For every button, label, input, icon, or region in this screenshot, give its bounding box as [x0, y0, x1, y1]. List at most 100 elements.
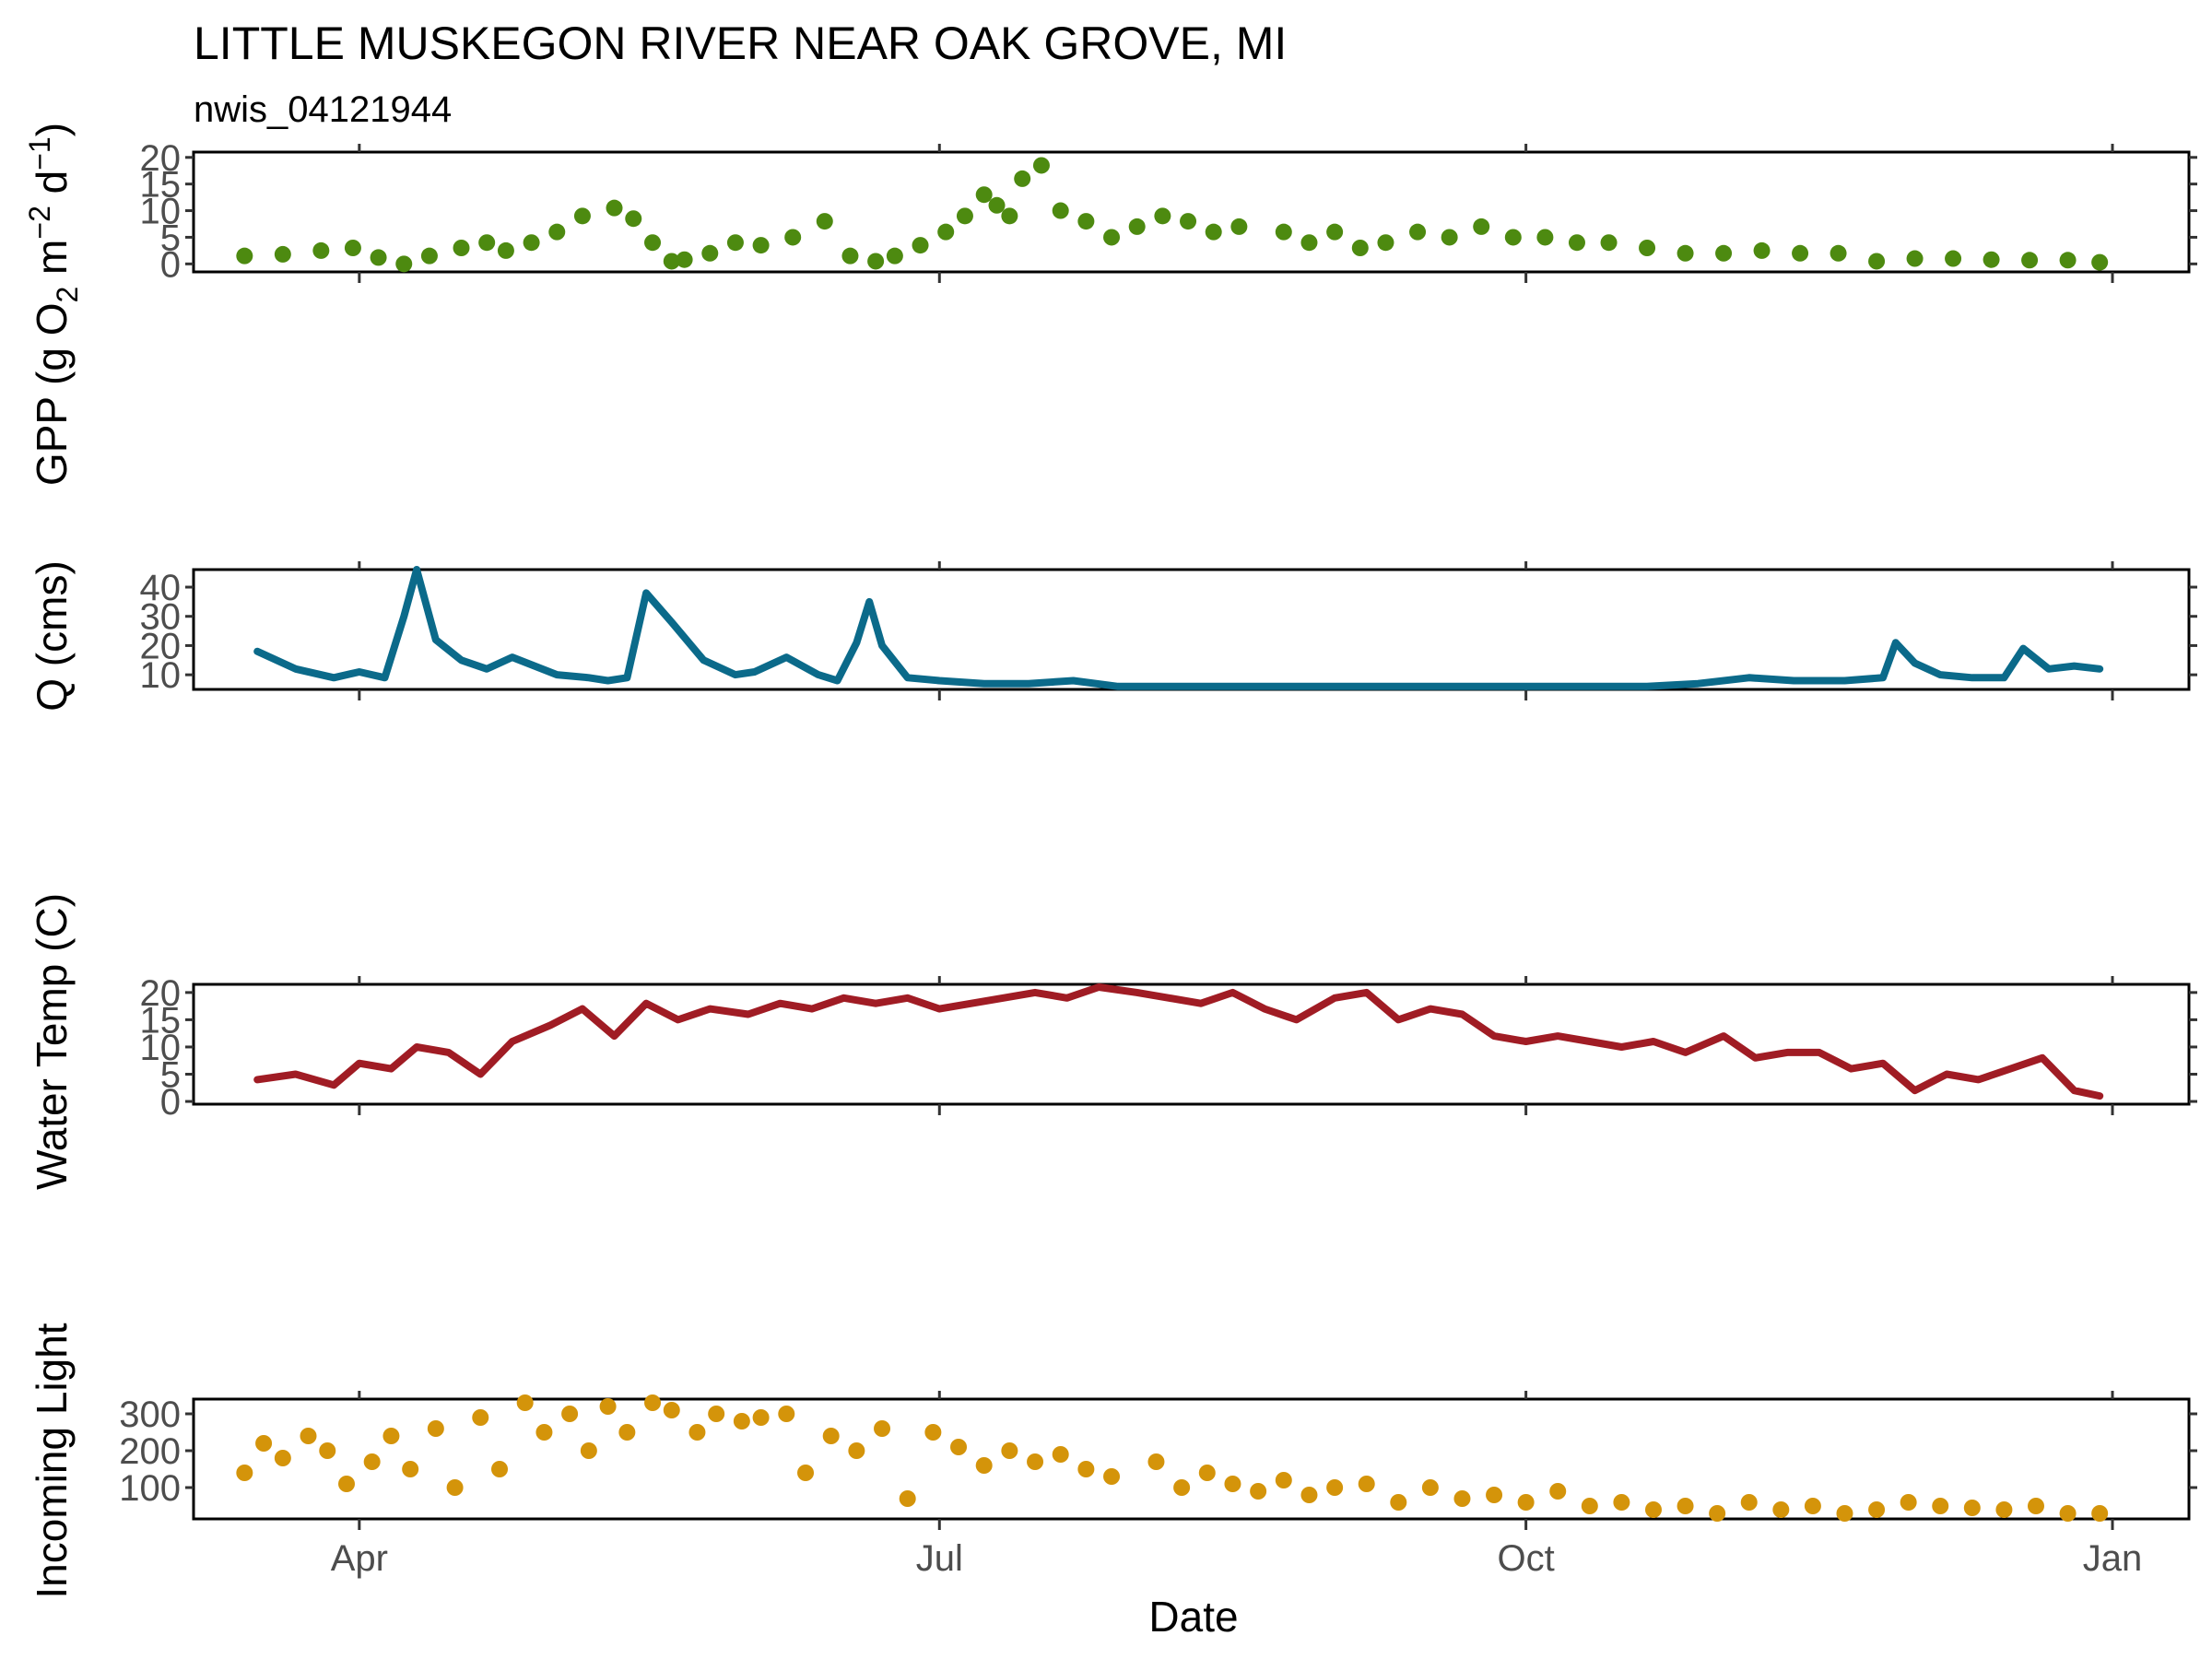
data-point [478, 234, 496, 252]
y-tick-label: 15 [140, 1000, 182, 1041]
data-point [1390, 1494, 1407, 1511]
y-label-part-main: GPP (g O [28, 303, 76, 487]
data-point [874, 1420, 891, 1437]
y-tick-label: 300 [119, 1394, 181, 1435]
y-axis-title-2: Q (cms) [28, 560, 76, 712]
x-tick-label: Jan [2083, 1538, 2143, 1579]
data-point [1052, 202, 1069, 219]
data-point [1027, 1453, 1044, 1470]
data-point [1830, 244, 1847, 262]
data-point [1753, 241, 1771, 259]
data-point [618, 1424, 636, 1441]
data-point [1804, 1498, 1821, 1514]
y-tick-label: 5 [160, 1055, 181, 1096]
data-point [1995, 1501, 2013, 1518]
data-point [663, 253, 680, 270]
data-point [548, 223, 566, 241]
data-point [663, 1402, 680, 1418]
data-point [1014, 170, 1031, 187]
data-point [1639, 240, 1656, 256]
data-point [1358, 1476, 1375, 1492]
y-tick-label: 0 [160, 1082, 181, 1123]
y-tick-label: 5 [160, 218, 181, 258]
panel-border [192, 982, 2191, 1106]
data-point [312, 241, 330, 259]
data-point [1792, 244, 1809, 262]
data-point [752, 237, 770, 254]
data-point [733, 1413, 750, 1430]
data-point [1441, 229, 1458, 246]
y-axis-title-1: GPP (g O2 m−2 d−1) [23, 123, 84, 486]
data-point [1836, 1505, 1853, 1522]
data-point [1581, 1498, 1598, 1514]
data-point [1103, 1468, 1121, 1485]
data-point [1983, 251, 2000, 268]
y-tick-label: 40 [140, 568, 182, 608]
data-point [2027, 1498, 2044, 1514]
data-point [255, 1435, 273, 1452]
x-tick-label: Jul [916, 1538, 963, 1579]
data-point [899, 1490, 916, 1507]
data-point [1772, 1501, 1790, 1518]
y-tick-label: 200 [119, 1431, 181, 1472]
y-axis-title-4: Incoming Light [28, 1323, 76, 1598]
data-point [491, 1461, 509, 1477]
data-point [344, 240, 361, 256]
panel-border [192, 1397, 2191, 1521]
data-point [1473, 218, 1490, 235]
data-point [1409, 223, 1427, 241]
data-point [427, 1420, 444, 1437]
data-point [1677, 244, 1694, 262]
panel-border [192, 150, 2191, 274]
data-point [1128, 218, 1146, 235]
data-point [1906, 250, 1924, 267]
data-point [370, 249, 387, 266]
data-point [1421, 1479, 1439, 1496]
data-point [523, 234, 540, 252]
data-point [1549, 1483, 1567, 1500]
x-axis-title: Date [1148, 1593, 1238, 1641]
data-point [644, 234, 662, 252]
y-tick-label: 0 [160, 244, 181, 285]
data-point [1900, 1494, 1917, 1511]
data-point [841, 247, 859, 265]
data-point [1001, 207, 1018, 225]
y-axis-title-3: Water Temp (C) [28, 893, 76, 1190]
data-point [1932, 1498, 1949, 1514]
data-point [338, 1476, 356, 1492]
x-tick-label: Oct [1498, 1538, 1555, 1579]
x-tick-label: Apr [331, 1538, 388, 1579]
data-point [382, 1428, 400, 1444]
data-point [2021, 252, 2039, 269]
data-point [2059, 252, 2077, 269]
y-tick-label: 30 [140, 597, 182, 638]
data-point [453, 240, 470, 256]
data-point [274, 245, 291, 263]
y-label-part-end: d [28, 171, 76, 206]
data-point [1740, 1494, 1758, 1511]
data-point [1504, 229, 1522, 246]
y-label-part-superscript: −1 [23, 136, 56, 170]
data-point [2091, 1505, 2109, 1522]
data-point [606, 199, 623, 217]
data-point [420, 247, 438, 265]
data-point [300, 1428, 317, 1444]
data-point [1077, 213, 1095, 230]
data-point [1103, 229, 1121, 246]
data-point [1173, 1479, 1191, 1496]
y-label-part-mid: m [28, 240, 76, 287]
series-line [253, 566, 2104, 690]
data-point [822, 1428, 840, 1444]
data-point [752, 1409, 770, 1426]
data-point [1613, 1494, 1630, 1511]
data-point [886, 247, 903, 265]
data-point [1644, 1501, 1662, 1518]
data-point [797, 1465, 815, 1481]
